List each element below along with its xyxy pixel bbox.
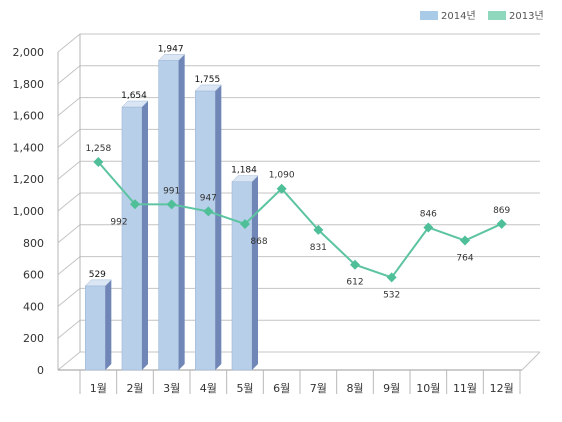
x-tick-label: 2월 [126,382,143,395]
grid-connector [57,224,81,244]
bar-front [121,106,143,371]
grid-connector [57,33,81,53]
x-tick-label: 11월 [453,382,477,395]
bar-front [85,285,106,371]
x-tick-label: 9월 [383,382,400,395]
y-tick-label: 800 [23,237,44,250]
bar-top [231,175,259,182]
x-tick-label: 4월 [200,382,217,395]
grid-connector [57,129,81,148]
grid-connector [57,97,81,116]
x-tick-label: 5월 [236,382,253,395]
grid-connector [57,192,81,212]
line-point [166,199,177,210]
gridlines [57,33,541,371]
grid-connector [57,256,81,275]
data-labels: 529 1,654 1,947 1,755 1,184 1,258 992 991 947 868… [85,44,510,300]
bar-side [142,101,148,370]
line-point [93,156,104,167]
bar-side [178,54,185,370]
bar-side [252,175,258,370]
line-point [240,218,250,229]
bar-top [158,54,186,61]
bar [194,84,222,371]
grid-connector [57,351,81,371]
line-2013 [93,156,507,283]
line-point [386,272,397,283]
bar-front [195,90,216,371]
line-point [496,218,507,229]
x-tick-label: 12월 [490,382,514,395]
y-axis: 0 200 400 600 800 1,000 1,200 1,400 1,600 1,800 2,… [13,46,45,377]
y-tick-label: 1,600 [13,110,45,123]
y-tick-label: 1,800 [13,78,45,91]
line-point [460,235,470,246]
bar-data-label: 529 [89,270,106,280]
grid-connector [57,288,81,307]
y-tick-label: 1,200 [13,173,45,186]
x-tick-label: 10월 [416,382,440,395]
bar [158,54,186,371]
y-tick-label: 1,400 [13,141,45,154]
y-tick-label: 400 [23,300,44,313]
legend-label-2013: 2013년 [509,10,544,22]
bar-data-label: 1,184 [231,166,257,176]
x-tick-label: 8월 [346,382,363,395]
bar-side [215,84,222,370]
line-data-label: 992 [110,217,127,227]
x-tick-label: 3월 [163,382,180,395]
line-point [203,206,214,217]
bars-2014 [84,54,259,371]
bar-top [194,84,222,92]
line-data-label: 612 [346,278,363,288]
legend-label-2014: 2014년 [441,10,476,22]
grid-connector [57,319,81,339]
line-data-label: 846 [420,209,437,219]
series-line [97,161,503,279]
bar-side [105,279,112,370]
grid-connector [57,65,81,85]
line-data-label: 869 [493,206,510,216]
line-data-label: 532 [383,290,400,300]
line-data-label: 764 [456,254,473,264]
x-tick-label: 7월 [310,382,327,395]
bar [121,100,149,371]
grid-connector [57,160,81,180]
y-tick-label: 0 [37,364,44,377]
line-point [276,183,287,194]
line-data-label: 831 [310,243,327,253]
legend: 2014년 2013년 [420,10,544,22]
x-tick-label: 6월 [273,382,290,395]
bar-front [158,60,179,371]
x-tick-label: 1월 [90,382,107,395]
line-data-label: 1,258 [85,144,111,154]
bar-front [231,181,253,371]
line-point [350,259,360,270]
line-point [130,199,140,210]
bar-data-label: 1,755 [194,75,220,85]
bar [231,175,259,371]
legend-swatch-2013 [488,11,506,20]
bar [84,279,112,371]
bar-data-label: 1,654 [121,91,147,101]
bar-top [121,100,149,108]
x-axis: 1월 2월 3월 4월 5월 6월 7월 8월 9월 10월 11월 12월 [79,370,521,395]
line-data-label: 868 [250,237,267,247]
floor-edge [521,351,541,371]
legend-swatch-2014 [420,11,438,20]
line-point [313,224,324,235]
bar-data-label: 1,947 [158,44,184,54]
line-data-label: 1,090 [269,171,295,181]
line-data-label: 991 [163,186,180,196]
y-tick-label: 200 [23,332,44,345]
y-tick-label: 600 [23,269,44,282]
y-tick-label: 2,000 [13,46,45,59]
line-data-label: 947 [200,193,217,203]
bar-top [84,279,112,287]
y-tick-label: 1,000 [13,205,45,218]
line-point [423,222,434,233]
